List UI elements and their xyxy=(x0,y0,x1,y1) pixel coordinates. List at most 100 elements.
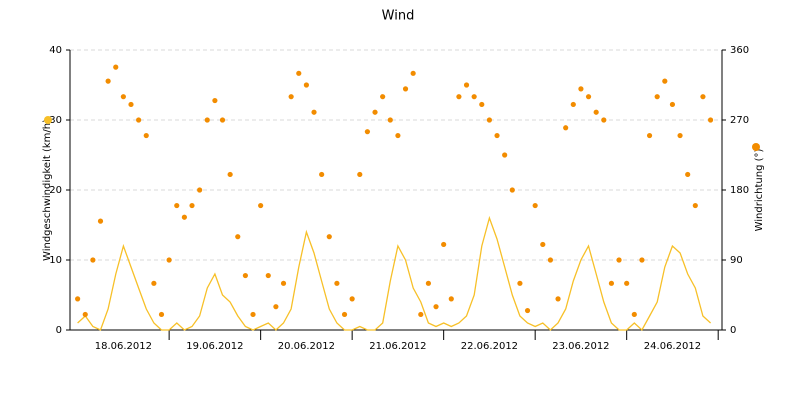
direction-point xyxy=(593,109,599,115)
direction-point xyxy=(227,171,233,178)
direction-point xyxy=(105,78,111,84)
direction-point xyxy=(364,129,371,135)
y2-tick-label: 270 xyxy=(730,115,749,126)
direction-point xyxy=(204,117,210,123)
direction-point xyxy=(502,152,508,158)
direction-point xyxy=(692,202,698,209)
direction-point xyxy=(517,280,523,286)
direction-point xyxy=(402,86,409,92)
direction-point xyxy=(456,94,462,100)
direction-point xyxy=(136,117,142,123)
direction-point xyxy=(288,94,294,100)
direction-point xyxy=(357,171,363,178)
direction-point xyxy=(334,280,340,286)
direction-point xyxy=(166,257,172,263)
direction-point xyxy=(425,280,432,286)
direction-point xyxy=(494,132,500,139)
direction-point xyxy=(433,304,439,310)
direction-point xyxy=(75,296,81,302)
direction-point xyxy=(395,132,401,139)
direction-point xyxy=(616,257,622,263)
direction-point xyxy=(372,109,378,115)
direction-point xyxy=(151,280,157,286)
direction-point xyxy=(97,218,104,224)
direction-point xyxy=(677,132,683,139)
direction-point xyxy=(319,171,325,178)
direction-point xyxy=(258,202,264,209)
direction-point xyxy=(631,311,637,318)
legend-marker xyxy=(752,143,760,151)
direction-point xyxy=(570,101,576,108)
direction-point xyxy=(563,125,569,131)
direction-point xyxy=(410,70,416,76)
direction-point xyxy=(479,101,485,108)
direction-point xyxy=(326,234,332,240)
direction-point xyxy=(181,214,187,220)
direction-point xyxy=(349,296,355,302)
direction-point xyxy=(463,82,470,88)
direction-point xyxy=(250,311,256,318)
direction-point xyxy=(273,304,279,310)
direction-point xyxy=(540,241,546,248)
direction-point xyxy=(212,97,218,104)
direction-point xyxy=(578,86,584,92)
direction-point xyxy=(418,311,424,318)
direction-point xyxy=(524,307,531,314)
direction-point xyxy=(486,117,493,123)
direction-point xyxy=(662,78,668,84)
x-tick-label: 20.06.2012 xyxy=(278,341,335,352)
direction-point xyxy=(509,187,515,193)
direction-point xyxy=(189,202,195,209)
speed-line xyxy=(77,215,712,332)
direction-point xyxy=(174,202,180,209)
x-tick-label: 23.06.2012 xyxy=(552,341,609,352)
direction-point xyxy=(555,296,561,302)
direction-point xyxy=(113,64,119,70)
direction-point xyxy=(685,171,691,178)
y2-tick-label: 180 xyxy=(730,185,749,196)
direction-point xyxy=(707,117,714,123)
x-tick-label: 18.06.2012 xyxy=(95,341,152,352)
direction-point xyxy=(265,272,271,279)
x-tick-label: 22.06.2012 xyxy=(461,341,518,352)
direction-point xyxy=(380,94,386,100)
direction-point xyxy=(235,234,241,240)
direction-point xyxy=(158,311,165,318)
direction-point xyxy=(639,257,645,263)
direction-point xyxy=(128,101,134,108)
y-axis-title: Windgeschwindigkeit (km/h) xyxy=(42,119,53,261)
y2-axis-title: Windrichtung (°) xyxy=(754,149,765,232)
direction-point xyxy=(242,272,248,279)
direction-point xyxy=(219,117,226,123)
direction-point xyxy=(646,132,653,139)
y-tick-label: 40 xyxy=(49,45,62,56)
direction-point xyxy=(532,202,538,209)
direction-point xyxy=(547,257,554,263)
direction-point xyxy=(669,101,676,108)
direction-point xyxy=(143,132,149,139)
y-tick-label: 20 xyxy=(49,185,62,196)
direction-point xyxy=(387,117,393,123)
y-tick-label: 0 xyxy=(56,325,62,336)
direction-point xyxy=(448,296,454,302)
y2-tick-label: 360 xyxy=(730,45,749,56)
direction-point xyxy=(471,94,477,100)
direction-point xyxy=(608,280,615,286)
direction-point xyxy=(311,109,317,115)
y2-tick-label: 0 xyxy=(730,325,736,336)
direction-point xyxy=(120,94,126,100)
direction-point xyxy=(601,117,607,123)
direction-point xyxy=(624,280,630,286)
direction-point xyxy=(296,70,302,76)
direction-point xyxy=(82,311,88,318)
y-tick-label: 10 xyxy=(49,255,62,266)
direction-point xyxy=(700,94,706,100)
direction-point xyxy=(654,94,660,100)
direction-point xyxy=(585,94,592,100)
direction-point xyxy=(280,280,287,286)
y-tick-label: 30 xyxy=(49,115,62,126)
direction-point xyxy=(441,241,447,248)
direction-point xyxy=(90,257,96,263)
direction-point xyxy=(197,187,203,193)
